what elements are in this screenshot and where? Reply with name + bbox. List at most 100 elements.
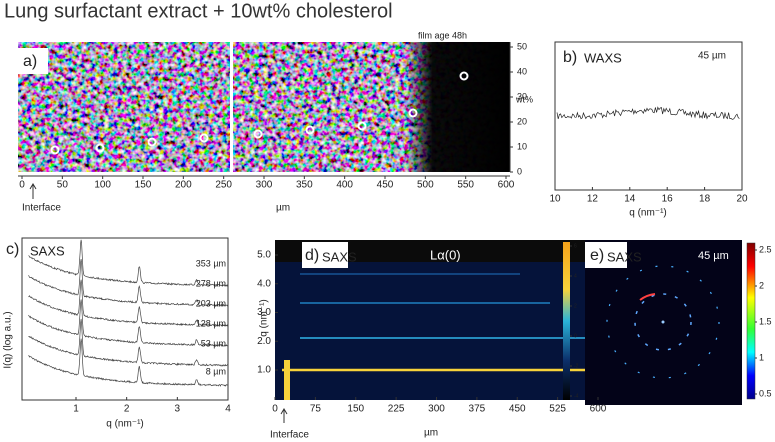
x-tick-label: 0: [19, 180, 25, 191]
interface-label: Interface: [270, 430, 309, 441]
saxs-curve: [28, 318, 229, 367]
y-tick-label: 4.0: [257, 278, 271, 289]
y-tick-label: 10: [517, 141, 527, 151]
x-tick-label: 525: [549, 404, 566, 415]
beam-center: [661, 320, 665, 324]
x-tick-label: 18: [699, 194, 711, 205]
y-tick-label: 0: [574, 333, 577, 339]
x-tick-label: 150: [135, 180, 152, 191]
x-tick-label: 10: [549, 194, 561, 205]
plot-frame: [21, 237, 229, 401]
marker: [95, 143, 105, 153]
axis-label: wt%: [515, 94, 533, 104]
technique: SAXS: [607, 249, 642, 264]
marker: [199, 133, 209, 143]
figure-title: Lung surfactant extract + 10wt% choleste…: [4, 0, 393, 22]
x-tick-label: 50: [57, 180, 69, 191]
x-tick-label: 450: [509, 404, 526, 415]
x-tick-label: 600: [590, 404, 607, 415]
y-tick-label: 2.0: [257, 336, 271, 347]
x-tick-label: 20: [736, 194, 748, 205]
marker: [50, 145, 60, 155]
x-tick-label: 0: [272, 404, 278, 415]
x-tick-label: 200: [175, 180, 192, 191]
x-tick-label: 100: [94, 180, 111, 191]
x-tick-label: 550: [457, 180, 474, 191]
x-tick-label: 4: [225, 404, 231, 415]
y-tick-label: 2: [759, 280, 764, 290]
y-tick-label: 4: [574, 273, 577, 279]
position: 45 µm: [698, 250, 729, 262]
x-tick-label: 350: [296, 180, 313, 191]
panel-label: a): [23, 53, 37, 70]
arrow: [29, 183, 37, 199]
saxs-curve: [28, 258, 229, 307]
x-tick-label: 12: [587, 194, 599, 205]
axis-label: q (nm⁻¹): [259, 299, 270, 337]
y-tick-label: 30: [517, 91, 527, 101]
x-tick-label: 75: [310, 404, 322, 415]
marker: [408, 108, 418, 118]
curve-label: 128 µm: [196, 318, 226, 328]
position: 45 µm: [698, 51, 726, 62]
arc: [639, 293, 656, 301]
x-tick-label: 14: [624, 194, 636, 205]
y-tick-label: 6: [574, 243, 577, 249]
ring: [634, 293, 692, 351]
y-tick-label: 1.0: [257, 365, 271, 376]
x-tick-label: 300: [428, 404, 445, 415]
curve-label: 278 µm: [196, 278, 226, 288]
y-tick-label: 2: [574, 303, 577, 309]
x-tick-label: 450: [377, 180, 394, 191]
y-tick-label: 40: [517, 66, 527, 76]
technique: SAXS: [322, 249, 357, 264]
micrograph: [18, 42, 230, 172]
marker: [459, 71, 469, 81]
arrow: [280, 408, 288, 423]
x-tick-label: 1: [73, 404, 79, 415]
saxs-curve: [28, 299, 229, 347]
saxs-curve: [28, 338, 229, 387]
axis-label: q (nm⁻¹): [629, 208, 667, 219]
y-tick-label: 1: [759, 352, 764, 362]
marker: [305, 125, 315, 135]
interface-strip: [284, 360, 290, 400]
x-tick-label: 3: [175, 404, 181, 415]
saxs-curve: [28, 239, 229, 288]
y-tick-label: 2.5: [759, 244, 772, 254]
axis-label: µm: [424, 428, 438, 439]
axis-label: q (nm⁻¹): [106, 419, 144, 430]
x-tick-label: 150: [347, 404, 364, 415]
markers: [50, 71, 469, 155]
x-tick-label: 375: [469, 404, 486, 415]
y-tick-label: 5.0: [257, 250, 271, 261]
saxs-curve: [28, 279, 229, 327]
curve-label: 53 µm: [201, 338, 226, 348]
dark-region: [233, 42, 510, 172]
x-tick-label: 225: [388, 404, 405, 415]
x-tick-label: 250: [215, 180, 232, 191]
curve-label: 8 µm: [206, 366, 226, 376]
panel-label: c): [6, 241, 19, 258]
y-tick-label: 50: [517, 41, 527, 51]
technique: WAXS: [584, 50, 622, 65]
x-tick-label: 500: [417, 180, 434, 191]
ring: [606, 265, 720, 379]
marker: [253, 129, 263, 139]
marker: [147, 137, 157, 147]
label-box: [302, 242, 348, 268]
heatmap-top: [275, 240, 600, 262]
interface-label: Interface: [22, 203, 61, 214]
x-tick-label: 600: [498, 180, 515, 191]
axis-label: µm: [276, 203, 290, 214]
marker: [357, 121, 367, 131]
y-tick-label: 0: [517, 166, 522, 176]
y-tick-label: -4: [574, 393, 579, 399]
curve-label: 203 µm: [196, 298, 226, 308]
panel-label: b): [563, 49, 577, 66]
x-tick-label: 400: [336, 180, 353, 191]
y-tick-label: 3.0: [257, 307, 271, 318]
colorbar: [746, 242, 756, 400]
technique: SAXS: [30, 243, 65, 258]
